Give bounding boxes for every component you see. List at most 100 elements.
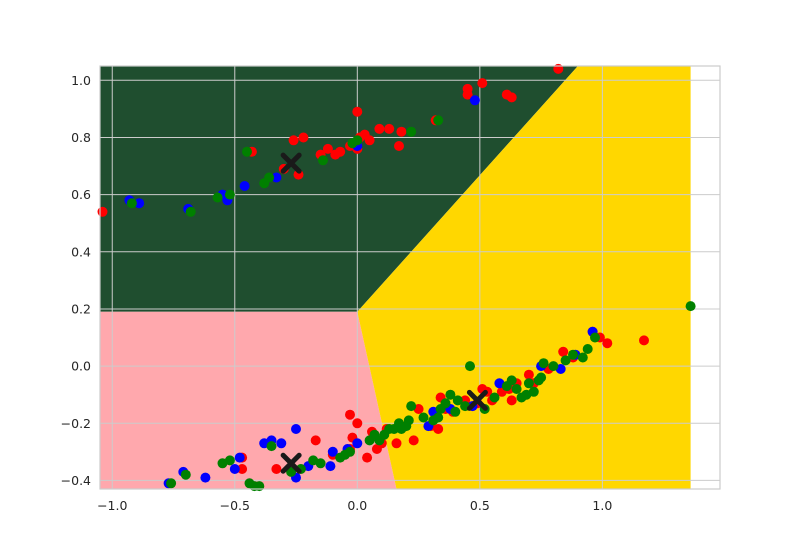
red-point [298,132,309,143]
green-point [538,358,549,369]
red-point [345,409,355,420]
red-point [352,106,363,117]
blue-point [234,452,245,463]
centroid-stroke [466,389,488,411]
green-point [180,469,191,480]
data-points [97,63,696,492]
green-point [536,372,547,383]
red-point [271,464,282,474]
red-point [374,123,385,134]
green-point [506,375,517,386]
green-point [185,206,196,217]
plot-frame [99,65,721,490]
y-tick-label: −0.2 [61,416,91,431]
green-point [242,146,252,157]
blue-point [134,198,145,209]
green-point [511,384,522,394]
red-point [362,452,373,463]
red-point [602,338,613,349]
centroid-x-marker [466,389,488,411]
green-point [452,395,463,406]
centroid-x-marker [280,452,302,474]
red-point [391,438,402,449]
red-point [506,395,517,406]
blue-point [276,438,287,449]
y-tick-label: 0.8 [71,130,91,145]
green-point [523,378,534,389]
blue-point [469,95,480,106]
region-top [100,66,578,312]
green-point [590,332,600,343]
x-tick-label: 0.5 [470,498,490,513]
green-point [450,406,461,417]
x-tick-label: 1.0 [592,498,612,513]
red-point [237,464,248,474]
centroid-markers [280,152,488,474]
red-point [396,126,407,137]
y-tick-label: 0.2 [71,301,91,316]
green-point [224,189,235,200]
green-point [264,172,275,183]
y-tick-label: 0.4 [71,244,91,259]
green-point [528,386,539,397]
green-point [433,115,444,126]
red-point [364,135,375,146]
green-point [286,466,297,477]
x-tick-label: 0.0 [347,498,367,513]
green-point [568,349,578,360]
green-point [548,361,559,372]
green-point [440,398,451,409]
blue-point [325,461,336,472]
blue-point [352,438,363,449]
red-point [523,369,534,380]
green-point [126,198,137,209]
region-right [357,66,691,489]
red-point [639,335,649,346]
green-point [403,415,414,426]
red-point [288,135,299,146]
blue-point [239,181,250,191]
region-bottom-left [100,311,397,489]
x-axis: −1.0 −0.5 0.0 0.5 1.0 [97,498,612,513]
y-tick-label: 0.0 [71,359,91,374]
blue-point [271,172,282,183]
green-point [406,401,417,412]
y-tick-label: 0.6 [71,187,91,202]
x-tick-label: −1.0 [97,498,127,513]
y-axis: −0.4 −0.2 0.0 0.2 0.4 0.6 0.8 1.0 [61,73,91,488]
blue-point [327,446,338,457]
green-point [315,458,326,469]
green-point [445,389,456,400]
centroid-x-marker [280,152,302,174]
green-point [212,192,223,203]
green-point [406,126,417,137]
blue-point [291,424,301,434]
green-point [489,392,500,403]
blue-point [200,472,211,483]
green-point [266,441,277,452]
red-point [506,92,517,103]
red-point [462,83,473,94]
green-point [582,344,593,354]
red-point [310,435,321,446]
plot-area [97,63,721,492]
centroid-stroke [280,452,302,474]
y-tick-label: 1.0 [71,73,91,88]
green-point [433,412,444,423]
green-point [166,478,177,489]
centroid-stroke [280,152,302,174]
red-point [477,78,488,89]
red-point [384,123,395,134]
red-point [322,143,333,154]
red-point [558,346,569,357]
green-point [352,135,363,146]
blue-point [229,464,240,474]
red-point [433,424,444,434]
red-point [408,435,419,446]
green-point [418,412,429,423]
green-point [577,352,588,363]
red-point [97,206,108,217]
green-point [465,361,475,372]
decision-regions [100,66,691,489]
